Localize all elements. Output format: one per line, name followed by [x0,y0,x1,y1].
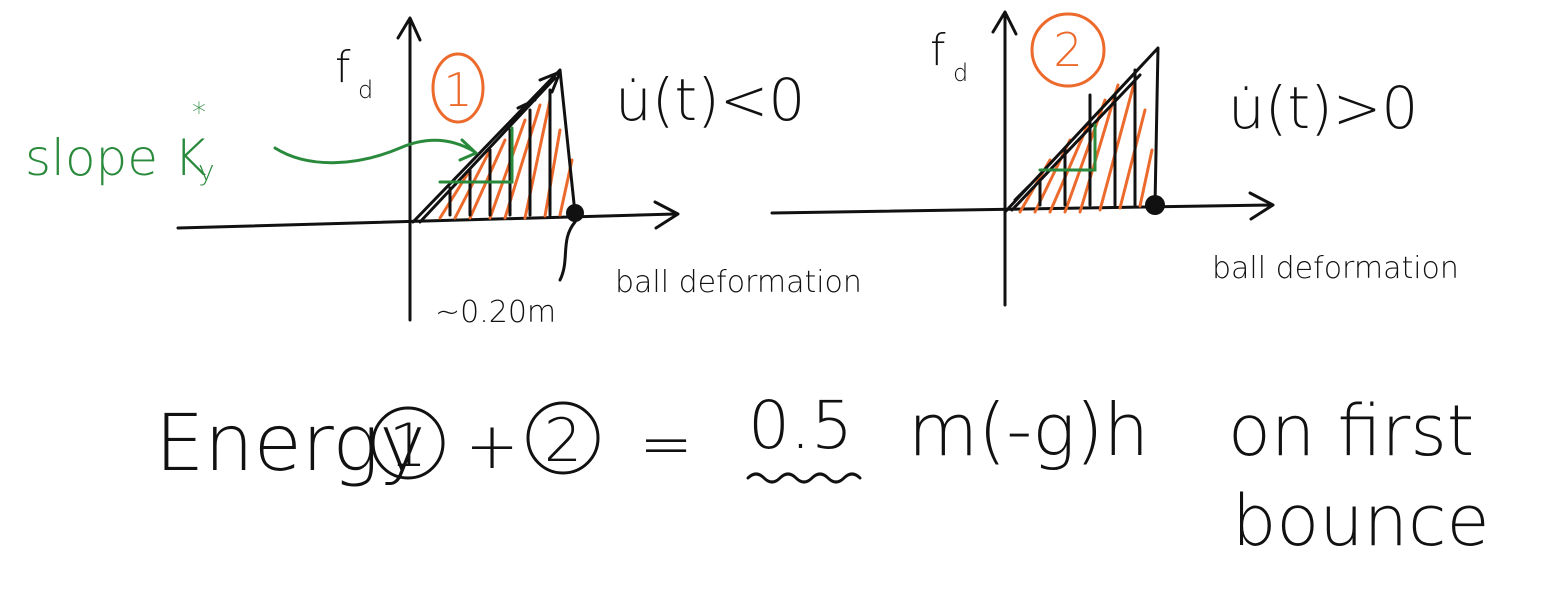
plus: + [465,410,519,484]
note-line-1: on first [1228,390,1474,472]
note-line-2: bounce [1232,480,1490,562]
y-axis [991,10,1018,307]
equation-word: Energy [155,399,425,489]
panel-1: 1 f d u̇(t)<0 ball deformation ~0.20m [176,16,862,330]
slope-superscript: * [192,96,206,129]
x-axis [176,200,680,230]
term-circle [371,406,445,480]
number-circle [431,52,485,124]
slope-arrow [273,138,479,165]
y-label-subscript: d [953,59,968,87]
number-circle [1030,12,1106,88]
pointer [558,220,577,282]
equals: = [639,408,693,482]
slope-annotation: slope K * y [25,96,479,187]
ball-dot [1145,195,1165,215]
condition: u̇(t)>0 [1228,74,1418,142]
slope-triangle [438,126,514,184]
term-1: 1 [389,411,427,481]
panel-number: 1 [443,63,472,117]
annotation: ~0.20m [435,295,556,330]
term-circle [526,401,600,475]
slope-label: slope K [25,129,207,187]
x-label: ball deformation [615,265,862,300]
panel-2: 2 f d u̇(t)>0 ball deformation [770,10,1459,307]
panel-number: 2 [1053,23,1082,77]
y-axis [396,16,422,322]
ball-dot [566,204,584,222]
y-label: f [335,42,351,93]
expression: m(-g)h [908,388,1149,472]
condition: u̇(t)<0 [615,66,805,134]
term-2: 2 [544,406,582,476]
equation: Energy 1 + 2 = 0.5 m(-g)h on first bounc… [155,387,1490,562]
slope-triangle [1038,123,1097,172]
y-label-subscript: d [358,76,373,104]
y-label: f [930,25,946,76]
x-label: ball deformation [1212,251,1459,286]
slope-subscript: y [198,154,215,187]
coefficient: 0.5 [748,387,853,464]
hatching [438,98,574,220]
force-curve [411,68,577,224]
wavy-underline [746,472,862,484]
force-curve [1003,46,1160,214]
